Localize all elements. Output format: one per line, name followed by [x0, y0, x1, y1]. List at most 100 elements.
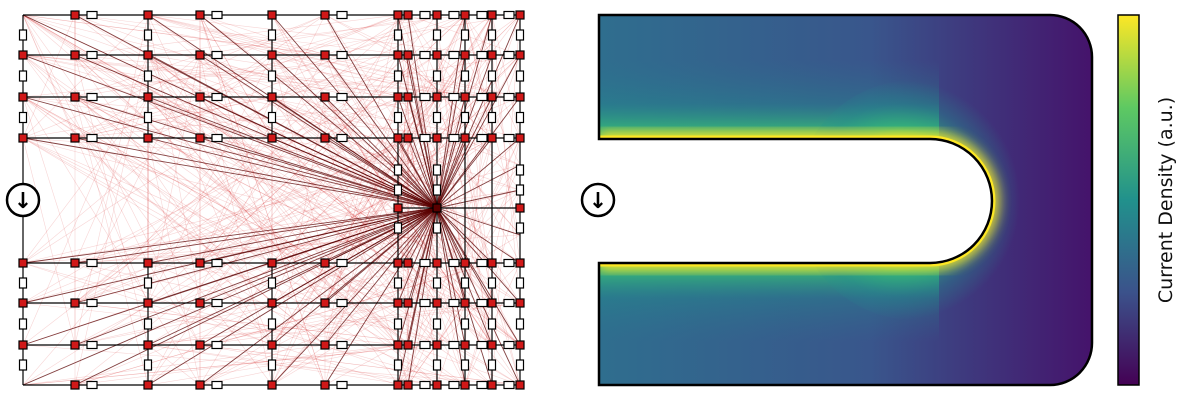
resistor — [476, 50, 488, 60]
hub-wire — [271, 137, 438, 209]
network-wire — [74, 54, 493, 98]
network-wire — [22, 137, 438, 346]
circuit-node — [460, 380, 470, 390]
circuit-node — [432, 50, 442, 60]
network-wire — [397, 164, 438, 191]
resistor — [393, 184, 403, 196]
hub-wire — [147, 207, 438, 346]
network-wire — [147, 54, 521, 346]
network-wire — [147, 14, 326, 386]
network-wire — [397, 302, 438, 346]
network-wire — [22, 96, 201, 386]
circuit-node — [432, 298, 442, 308]
network-wire — [271, 137, 493, 264]
circuit-node — [18, 50, 28, 60]
resistor — [86, 298, 98, 308]
circuit-node — [393, 50, 403, 60]
circuit-node — [195, 258, 205, 268]
resistor — [515, 29, 525, 41]
circuit-node — [195, 380, 205, 390]
hub-wire — [436, 207, 521, 264]
network-wire — [22, 14, 76, 139]
network-wire — [199, 96, 493, 386]
resistor — [18, 70, 28, 82]
resistor — [143, 70, 153, 82]
resistor — [86, 340, 98, 350]
network-wire — [22, 262, 466, 386]
circuit-node — [267, 92, 277, 102]
network-wire — [199, 14, 326, 264]
network-wire — [271, 54, 466, 346]
network-wire — [147, 14, 493, 98]
network-wire — [74, 189, 399, 264]
hub-wire — [147, 207, 438, 264]
network-wire — [271, 14, 326, 98]
hub-wire — [436, 207, 521, 346]
hub-wire — [324, 54, 438, 209]
circuit-node — [432, 340, 442, 350]
resistor — [267, 111, 277, 124]
resistor — [267, 277, 277, 289]
resistor — [86, 258, 98, 268]
circuit-node — [70, 10, 80, 20]
network-wire — [324, 14, 409, 56]
network-wire — [271, 262, 438, 386]
network-wire — [22, 14, 399, 236]
resistor — [432, 70, 442, 82]
circuit-node — [143, 133, 153, 143]
network-wire — [199, 54, 493, 98]
hub-wire — [271, 54, 438, 209]
circuit-node — [70, 298, 80, 308]
network-wire — [22, 14, 399, 236]
network-wire — [22, 344, 438, 386]
network-wire — [74, 234, 438, 264]
network-wire — [147, 14, 326, 139]
hub-wire — [436, 164, 521, 209]
network-wire — [407, 302, 438, 346]
network-wire — [147, 137, 326, 304]
network-wire — [491, 54, 521, 264]
network-wire — [397, 189, 521, 386]
circuit-node — [460, 92, 470, 102]
network-wire — [397, 164, 493, 346]
circuit-node — [18, 133, 28, 143]
network-wire — [324, 137, 399, 264]
network-wire — [407, 14, 493, 386]
resistor — [487, 318, 497, 330]
circuit-node — [515, 92, 525, 102]
network-wire — [271, 54, 399, 98]
network-wire — [22, 137, 399, 236]
circuit-node — [195, 340, 205, 350]
network-wire — [147, 302, 409, 346]
circuit-node — [70, 340, 80, 350]
circuit-node — [515, 258, 525, 268]
network-wire — [199, 14, 273, 139]
resistor — [476, 380, 488, 390]
circuit-node — [460, 258, 470, 268]
hub-wire — [147, 137, 438, 209]
network-wire — [147, 96, 273, 139]
network-wire — [407, 14, 493, 139]
network-wire — [147, 14, 326, 98]
circuit-node — [143, 298, 153, 308]
resistor — [503, 340, 515, 350]
network-wire — [199, 54, 399, 264]
resistor — [267, 29, 277, 41]
network-wire — [22, 137, 438, 386]
network-wire — [74, 137, 493, 264]
network-wire — [22, 137, 76, 346]
circuit-node — [515, 133, 525, 143]
network-wire — [74, 302, 438, 346]
circuit-node — [195, 10, 205, 20]
circuit-node — [18, 258, 28, 268]
network-wire — [74, 302, 438, 346]
network-wire — [199, 14, 326, 386]
resistor — [419, 133, 431, 143]
circuit-node — [320, 258, 330, 268]
current-source-arrow-icon: ↓ — [589, 189, 607, 214]
network-wire — [464, 137, 493, 264]
hub-wire — [324, 207, 438, 386]
network-wire — [147, 14, 438, 139]
resistor — [487, 70, 497, 82]
circuit-node — [432, 10, 442, 20]
